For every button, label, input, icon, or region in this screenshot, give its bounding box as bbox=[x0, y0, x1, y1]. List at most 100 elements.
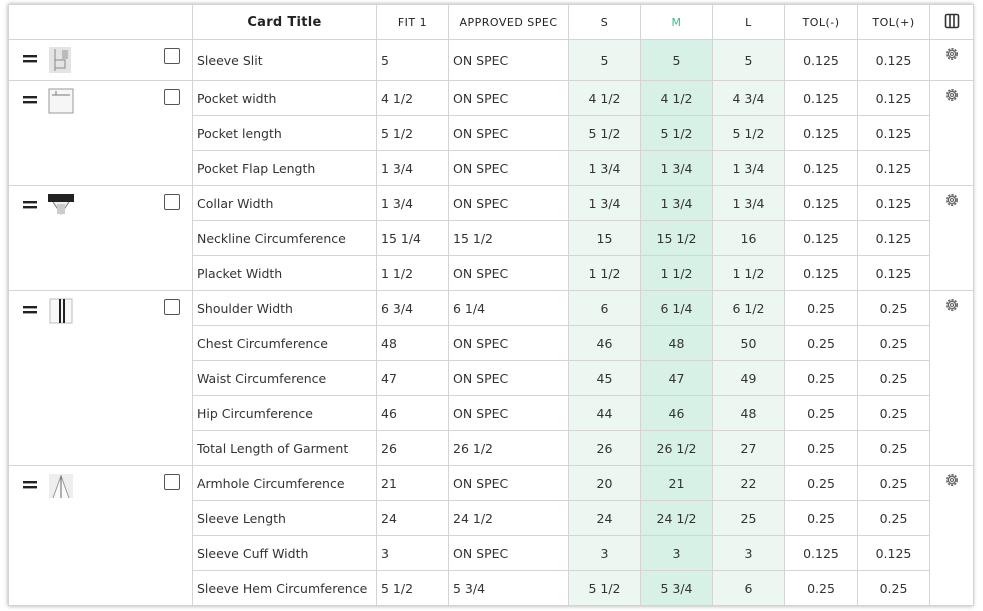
settings-button[interactable] bbox=[944, 194, 960, 211]
spec-cell: 0.25 bbox=[784, 430, 858, 466]
spec-row: Armhole Circumference 21 ON SPEC 20 21 22 0.25… bbox=[8, 465, 974, 606]
spec-cell: 47 bbox=[640, 360, 713, 396]
spec-cell: 15 1/2 bbox=[448, 220, 569, 256]
spec-cell: 20 bbox=[568, 465, 641, 501]
spec-cell: Sleeve Cuff Width bbox=[192, 535, 377, 571]
thumbnail-image bbox=[48, 88, 74, 114]
spec-cell: 48 bbox=[712, 395, 785, 431]
settings-button[interactable] bbox=[944, 89, 960, 106]
spec-cell: 0.125 bbox=[857, 39, 930, 81]
header-cell: L bbox=[712, 4, 785, 40]
spec-cell: 1 1/2 bbox=[568, 255, 641, 291]
spec-cell: 0.125 bbox=[784, 185, 858, 221]
spec-cell: 0.125 bbox=[784, 39, 858, 81]
spec-cell: 0.25 bbox=[784, 325, 858, 361]
spec-cell: 16 bbox=[712, 220, 785, 256]
spec-cell: 48 bbox=[640, 325, 713, 361]
row-checkbox[interactable] bbox=[164, 48, 180, 64]
drag-icon bbox=[23, 96, 37, 104]
spec-row: Placket Width 1 1/2 ON SPEC 1 1/2 1 1/2 1 1/2… bbox=[9, 255, 974, 291]
settings-button[interactable] bbox=[944, 48, 960, 65]
header-row: Card Title FIT 1 APPROVED SPEC S M L TOL(-) TOL… bbox=[8, 4, 974, 40]
spec-cell: 15 1/2 bbox=[640, 220, 713, 256]
spec-cell: 1 3/4 bbox=[712, 150, 785, 186]
spec-cell: Hip Circumference bbox=[192, 395, 377, 431]
spec-cell: 0.125 bbox=[857, 185, 930, 221]
row-handle-cell bbox=[8, 185, 193, 291]
row-settings-cell bbox=[929, 465, 974, 606]
spec-cell: 5 1/2 bbox=[568, 115, 641, 151]
spec-cell: Collar Width bbox=[192, 185, 377, 221]
spec-row: Shoulder Width 6 3/4 6 1/4 6 6 1/4 6 1/2 0.25 0… bbox=[8, 290, 974, 466]
thumbnail bbox=[47, 472, 75, 503]
row-settings-cell bbox=[929, 80, 974, 186]
row-checkbox[interactable] bbox=[164, 89, 180, 105]
spec-cell: 1 3/4 bbox=[712, 185, 785, 221]
header-cell bbox=[8, 4, 193, 40]
spec-cell: 44 bbox=[568, 395, 641, 431]
gear-icon bbox=[945, 48, 958, 60]
spec-cell: 0.125 bbox=[857, 535, 930, 571]
spec-row: Sleeve Length 24 24 1/2 24 24 1/2 25 0.25 0.25 bbox=[9, 500, 974, 536]
header-cell: TOL(+) bbox=[857, 4, 930, 40]
settings-button[interactable] bbox=[944, 474, 960, 491]
spec-cell: 46 bbox=[376, 395, 449, 431]
header-cell: S bbox=[568, 4, 641, 40]
spec-cell: 5 3/4 bbox=[448, 570, 569, 606]
row-handle-cell bbox=[8, 39, 193, 81]
spec-cell: 26 1/2 bbox=[448, 430, 569, 466]
settings-button[interactable] bbox=[944, 299, 960, 316]
thumbnail bbox=[47, 192, 75, 223]
spec-cell: 5 1/2 bbox=[640, 115, 713, 151]
row-handle-cell bbox=[8, 80, 193, 186]
spec-cell: 46 bbox=[568, 325, 641, 361]
spec-cell: 15 bbox=[568, 220, 641, 256]
spec-row: Hip Circumference 46 ON SPEC 44 46 48 0.25 0.25 bbox=[9, 395, 974, 431]
spec-cell: 0.125 bbox=[857, 150, 930, 186]
thumbnail-image bbox=[49, 47, 71, 73]
spec-cell: 26 1/2 bbox=[640, 430, 713, 466]
thumbnail bbox=[47, 87, 75, 118]
spec-row: Total Length of Garment 26 26 1/2 26 26 1/2 2… bbox=[9, 430, 974, 466]
drag-handle[interactable] bbox=[23, 51, 37, 66]
spec-row: Sleeve Hem Circumference 5 1/2 5 3/4 5 1/2 5… bbox=[9, 570, 974, 606]
row-checkbox[interactable] bbox=[164, 194, 180, 210]
spec-cell: Neckline Circumference bbox=[192, 220, 377, 256]
spec-cell: Shoulder Width bbox=[192, 290, 377, 326]
spec-cell: 0.125 bbox=[857, 115, 930, 151]
spec-cell: 49 bbox=[712, 360, 785, 396]
spec-cell: 24 1/2 bbox=[448, 500, 569, 536]
spec-cell: 26 bbox=[568, 430, 641, 466]
row-settings-cell bbox=[929, 39, 974, 81]
thumbnail bbox=[47, 46, 75, 77]
row-settings-cell bbox=[929, 290, 974, 466]
spec-cell: 6 bbox=[568, 290, 641, 326]
drag-handle[interactable] bbox=[23, 477, 37, 492]
columns-icon bbox=[944, 13, 959, 28]
drag-handle[interactable] bbox=[23, 92, 37, 107]
spec-cell: 4 1/2 bbox=[376, 80, 449, 116]
spec-cell: ON SPEC bbox=[448, 325, 569, 361]
spec-cell: 0.25 bbox=[784, 395, 858, 431]
spec-cell: 0.125 bbox=[857, 80, 930, 116]
spec-cell: 3 bbox=[640, 535, 713, 571]
drag-handle[interactable] bbox=[23, 197, 37, 212]
column-settings-button[interactable] bbox=[929, 4, 974, 40]
spec-cell: 0.25 bbox=[857, 465, 930, 501]
row-checkbox[interactable] bbox=[164, 299, 180, 315]
spec-cell: 0.125 bbox=[784, 115, 858, 151]
spec-cell: 0.125 bbox=[784, 150, 858, 186]
drag-handle[interactable] bbox=[23, 302, 37, 317]
spec-cell: 0.25 bbox=[784, 570, 858, 606]
row-checkbox[interactable] bbox=[164, 474, 180, 490]
spec-row: Collar Width 1 3/4 ON SPEC 1 3/4 1 3/4 1 3/4 0… bbox=[8, 185, 974, 291]
gear-icon bbox=[945, 194, 958, 206]
spec-cell: 5 1/2 bbox=[712, 115, 785, 151]
header-cell: Card Title bbox=[192, 4, 377, 40]
spec-cell: Sleeve Slit bbox=[192, 39, 377, 81]
spec-cell: 0.25 bbox=[857, 430, 930, 466]
spec-cell: 24 1/2 bbox=[640, 500, 713, 536]
spec-cell: 25 bbox=[712, 500, 785, 536]
spec-cell: 46 bbox=[640, 395, 713, 431]
